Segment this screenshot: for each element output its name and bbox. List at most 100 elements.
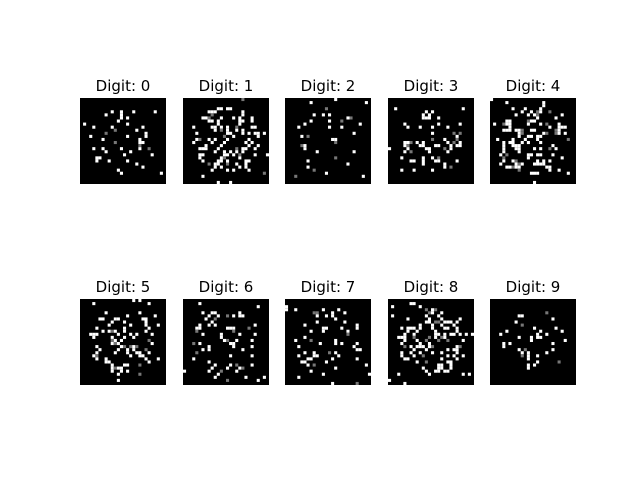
- image-pixel: [250, 338, 254, 342]
- image-pixel: [294, 174, 298, 178]
- image-pixel: [418, 125, 422, 129]
- digit-image: [80, 98, 166, 184]
- image-pixel: [449, 360, 453, 364]
- image-pixel: [533, 162, 537, 166]
- image-pixel: [455, 351, 459, 355]
- image-pixel: [156, 323, 160, 327]
- image-pixel: [505, 153, 509, 157]
- image-pixel: [129, 354, 133, 358]
- image-pixel: [219, 332, 223, 336]
- image-pixel: [232, 314, 236, 318]
- image-pixel: [126, 314, 130, 318]
- image-pixel: [505, 122, 509, 126]
- image-pixel: [406, 326, 410, 330]
- image-pixel: [458, 131, 462, 135]
- image-pixel: [415, 329, 419, 333]
- image-pixel: [358, 122, 362, 126]
- image-pixel: [542, 101, 546, 105]
- image-pixel: [533, 180, 537, 184]
- image-pixel: [315, 314, 319, 318]
- image-pixel: [238, 156, 242, 160]
- image-pixel: [437, 369, 441, 373]
- image-pixel: [219, 159, 223, 163]
- image-pixel: [443, 335, 447, 339]
- image-pixel: [517, 348, 521, 352]
- image-pixel: [554, 326, 558, 330]
- image-pixel: [207, 314, 211, 318]
- image-pixel: [517, 165, 521, 169]
- image-pixel: [116, 342, 120, 346]
- image-pixel: [110, 329, 114, 333]
- image-pixel: [198, 342, 202, 346]
- image-pixel: [89, 134, 93, 138]
- image-pixel: [455, 159, 459, 163]
- image-pixel: [452, 348, 456, 352]
- digit-image: [388, 98, 474, 184]
- image-pixel: [229, 354, 233, 358]
- image-pixel: [229, 131, 233, 135]
- image-pixel: [412, 348, 416, 352]
- image-pixel: [424, 110, 428, 114]
- image-pixel: [340, 119, 344, 123]
- image-pixel: [213, 150, 217, 154]
- image-pixel: [303, 144, 307, 148]
- image-pixel: [409, 345, 413, 349]
- image-pixel: [523, 137, 527, 141]
- image-pixel: [232, 168, 236, 172]
- image-pixel: [219, 156, 223, 160]
- image-pixel: [238, 116, 242, 120]
- image-pixel: [247, 168, 251, 172]
- image-pixel: [135, 128, 139, 132]
- image-pixel: [294, 308, 298, 312]
- image-pixel: [110, 335, 114, 339]
- image-pixel: [355, 326, 359, 330]
- image-pixel: [391, 314, 395, 318]
- image-pixel: [226, 153, 230, 157]
- image-pixel: [331, 314, 335, 318]
- image-pixel: [352, 131, 356, 135]
- image-pixel: [253, 323, 257, 327]
- image-pixel: [446, 360, 450, 364]
- image-pixel: [446, 348, 450, 352]
- image-pixel: [560, 113, 564, 117]
- image-pixel: [431, 125, 435, 129]
- image-pixel: [294, 338, 298, 342]
- image-pixel: [195, 329, 199, 333]
- image-pixel: [222, 134, 226, 138]
- image-pixel: [113, 342, 117, 346]
- image-pixel: [324, 326, 328, 330]
- image-pixel: [557, 360, 561, 364]
- image-pixel: [232, 342, 236, 346]
- image-pixel: [415, 360, 419, 364]
- image-pixel: [542, 159, 546, 163]
- image-pixel: [508, 119, 512, 123]
- image-pixel: [412, 168, 416, 172]
- image-pixel: [455, 329, 459, 333]
- image-pixel: [446, 141, 450, 145]
- image-pixel: [334, 156, 338, 160]
- image-pixel: [539, 110, 543, 114]
- image-pixel: [309, 329, 313, 333]
- image-pixel: [213, 363, 217, 367]
- image-pixel: [250, 345, 254, 349]
- image-pixel: [201, 116, 205, 120]
- image-pixel: [213, 317, 217, 321]
- image-pixel: [508, 342, 512, 346]
- image-pixel: [144, 357, 148, 361]
- image-pixel: [446, 150, 450, 154]
- image-pixel: [207, 116, 211, 120]
- image-pixel: [520, 131, 524, 135]
- image-pixel: [113, 141, 117, 145]
- digit-image: [285, 299, 371, 385]
- image-pixel: [446, 320, 450, 324]
- image-pixel: [119, 116, 123, 120]
- image-pixel: [539, 122, 543, 126]
- image-pixel: [141, 125, 145, 129]
- image-pixel: [95, 156, 99, 160]
- image-pixel: [150, 332, 154, 336]
- image-pixel: [367, 372, 371, 376]
- image-pixel: [551, 342, 555, 346]
- image-pixel: [318, 342, 322, 346]
- image-pixel: [545, 131, 549, 135]
- image-pixel: [415, 141, 419, 145]
